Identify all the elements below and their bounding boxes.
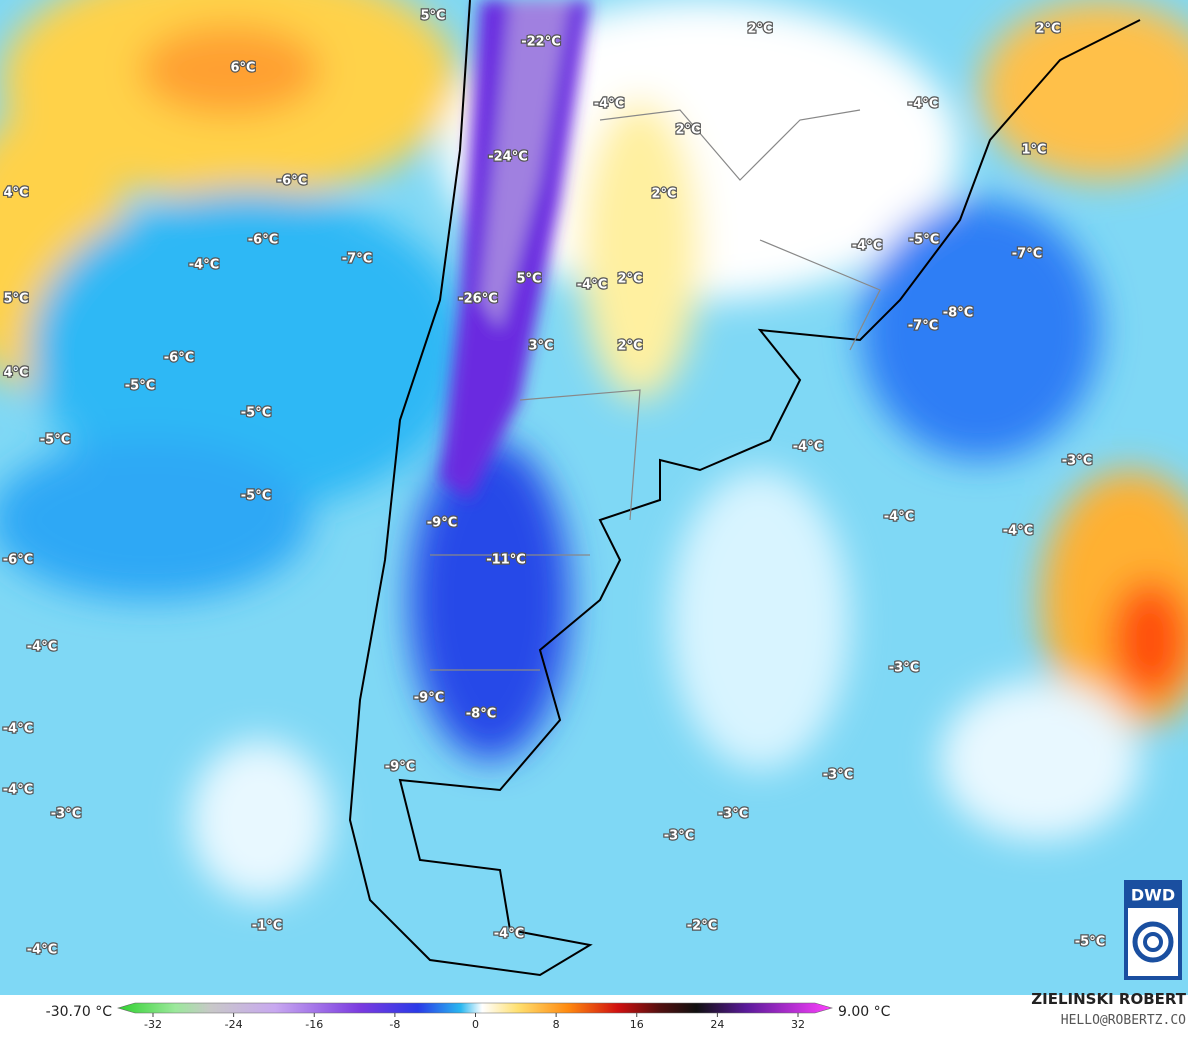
temperature-label: -4°C <box>577 278 607 293</box>
temperature-label: -9°C <box>414 691 444 706</box>
colorbar-tick-label: 0 <box>472 1018 479 1031</box>
temperature-label: -4°C <box>594 97 624 112</box>
temperature-label: -6°C <box>164 351 194 366</box>
colorbar-tick-label: 8 <box>553 1018 560 1031</box>
temperature-label: -8°C <box>943 306 973 321</box>
temperature-label: 2°C <box>747 22 772 37</box>
temperature-label: -6°C <box>277 174 307 189</box>
colorbar-tick-label: 16 <box>630 1018 644 1031</box>
colorbar-tick-label: -32 <box>144 1018 162 1031</box>
temperature-label: 2°C <box>1035 22 1060 37</box>
dwd-logo: DWD <box>1124 880 1182 980</box>
temperature-label: -2°C <box>687 919 717 934</box>
colorbar-tick-label: -24 <box>225 1018 243 1031</box>
temperature-label: -7°C <box>342 252 372 267</box>
coastline <box>348 0 1141 977</box>
temperature-label: -5°C <box>40 433 70 448</box>
contact: HELLO@ROBERTZ.CO <box>1061 1013 1186 1028</box>
temperature-label: -8°C <box>466 707 496 722</box>
colorbar-scale <box>116 1002 834 1014</box>
temperature-label: 5°C <box>420 9 445 24</box>
temperature-label: -5°C <box>1075 935 1105 950</box>
temperature-label: 2°C <box>617 339 642 354</box>
temperature-labels: 5°C -22°C 2°C 2°C 6°C -4°C -4°C 2°C 1°C -24°C -6°C… <box>2 7 1107 958</box>
colorbar-tick-label: 24 <box>710 1018 724 1031</box>
temperature-label: -4°C <box>27 640 57 655</box>
temperature-label: -4°C <box>884 510 914 525</box>
temperature-label: -1°C <box>252 919 282 934</box>
temperature-label: 2°C <box>651 187 676 202</box>
temperature-label: 1°C <box>1021 143 1046 158</box>
temperature-label: -5°C <box>125 379 155 394</box>
temperature-label: 2°C <box>617 272 642 287</box>
min-label: -30.70 °C <box>46 1004 113 1020</box>
temperature-label: -4°C <box>494 927 524 942</box>
temperature-field <box>0 0 1188 995</box>
temperature-label: -3°C <box>889 661 919 676</box>
borders <box>430 109 881 671</box>
colorbar-tick-label: -8 <box>389 1018 400 1031</box>
temperature-label: -4°C <box>27 943 57 958</box>
temperature-label: -6°C <box>3 553 33 568</box>
temperature-label: -3°C <box>823 768 853 783</box>
temperature-label: 5°C <box>3 292 28 307</box>
temperature-label: -3°C <box>718 807 748 822</box>
temperature-label: -4°C <box>852 239 882 254</box>
temperature-label: -9°C <box>385 760 415 775</box>
temperature-label: 4°C <box>3 366 28 381</box>
temperature-label: -26°C <box>458 292 498 307</box>
temperature-label: -3°C <box>664 829 694 844</box>
colorbar-tick-label: 32 <box>791 1018 805 1031</box>
temperature-label: 4°C <box>3 186 28 201</box>
temperature-label: -5°C <box>909 233 939 248</box>
temperature-label: -7°C <box>1012 247 1042 262</box>
temperature-label: -6°C <box>248 233 278 248</box>
temperature-label: 6°C <box>230 61 255 76</box>
temperature-label: -9°C <box>427 516 457 531</box>
author: ZIELINSKI ROBERT <box>1031 990 1186 1008</box>
temperature-label: -5°C <box>241 489 271 504</box>
temperature-label: -3°C <box>1062 454 1092 469</box>
colorbar: -32 -24 -16 -8 0 8 16 24 32 <box>116 1002 834 1031</box>
temperature-label: -24°C <box>488 150 528 165</box>
temperature-label: 2°C <box>675 123 700 138</box>
temperature-label: 5°C <box>516 272 541 287</box>
colorbar-tick-label: -16 <box>305 1018 323 1031</box>
temperature-label: -4°C <box>3 722 33 737</box>
temperature-label: -11°C <box>486 553 526 568</box>
footer <box>0 995 1188 1035</box>
temperature-label: -5°C <box>241 406 271 421</box>
logo-text: DWD <box>1131 886 1175 905</box>
temperature-label: -4°C <box>908 97 938 112</box>
temperature-label: -3°C <box>51 807 81 822</box>
temperature-label: -4°C <box>3 783 33 798</box>
temperature-label: -4°C <box>1003 524 1033 539</box>
colorbar-ticks: -32 -24 -16 -8 0 8 16 24 32 <box>144 1013 805 1031</box>
temperature-label: -7°C <box>908 319 938 334</box>
temperature-label: -4°C <box>189 258 219 273</box>
temperature-label: -4°C <box>793 440 823 455</box>
max-label: 9.00 °C <box>838 1004 891 1020</box>
temperature-label: 3°C <box>528 339 553 354</box>
temperature-label: -22°C <box>521 35 561 50</box>
